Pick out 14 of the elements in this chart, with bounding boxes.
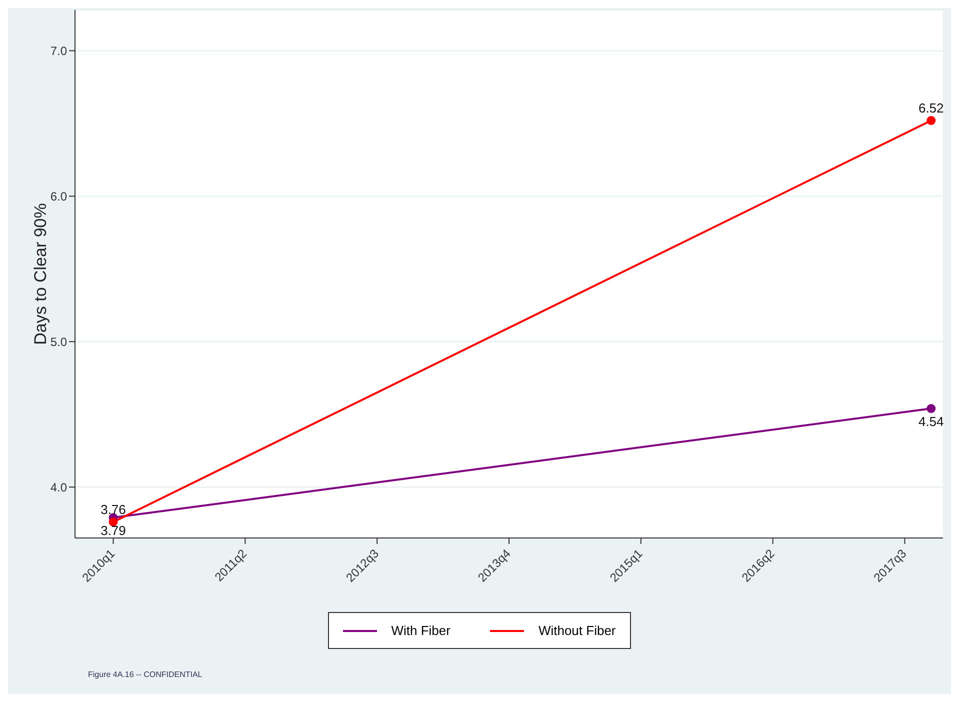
y-tick-label: 6.0 [50, 189, 68, 204]
y-tick-label: 5.0 [50, 334, 68, 349]
y-tick-label: 4.0 [50, 480, 68, 494]
y-axis-title: Days to Clear 90% [31, 203, 50, 345]
legend-label: With Fiber [391, 623, 450, 638]
y-tick-label: 7.0 [50, 44, 68, 58]
data-label: 3.76 [100, 502, 126, 517]
data-label: 3.79 [100, 522, 126, 538]
data-label: 4.54 [918, 414, 944, 429]
legend-label: Without Fiber [538, 623, 616, 638]
point [926, 116, 936, 126]
data-label: 6.52 [918, 100, 944, 116]
point [926, 404, 936, 414]
caption: Figure 4A.16 -- CONFIDENTIAL [88, 670, 202, 679]
